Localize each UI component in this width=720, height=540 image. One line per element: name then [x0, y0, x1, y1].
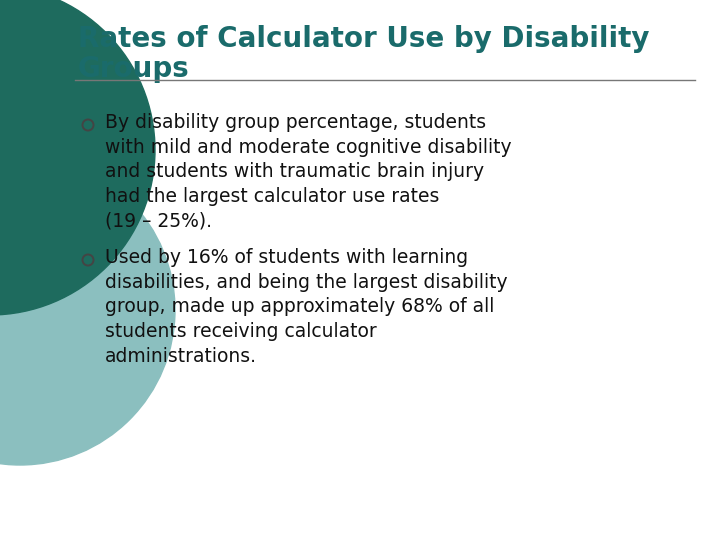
Text: By disability group percentage, students
with mild and moderate cognitive disabi: By disability group percentage, students… — [105, 113, 512, 231]
Circle shape — [0, 155, 175, 465]
Text: Groups: Groups — [78, 55, 190, 83]
Text: Used by 16% of students with learning
disabilities, and being the largest disabi: Used by 16% of students with learning di… — [105, 248, 508, 366]
Text: Rates of Calculator Use by Disability: Rates of Calculator Use by Disability — [78, 25, 649, 53]
Circle shape — [0, 0, 155, 315]
